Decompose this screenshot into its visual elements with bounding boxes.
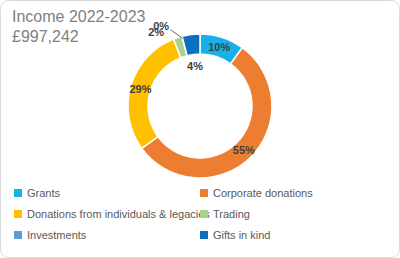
chart-container: Income 2022-2023£997,24210%55%29%2%0%4%G… (0, 0, 400, 258)
legend-swatch (200, 189, 208, 197)
leader-line (170, 30, 182, 39)
legend-swatch (14, 210, 22, 218)
data-label: 0% (153, 20, 169, 32)
chart-subtitle: £997,242 (12, 28, 79, 45)
legend-swatch (14, 231, 22, 239)
legend-swatch (14, 189, 22, 197)
legend-swatch (200, 231, 208, 239)
legend-label: Corporate donations (213, 187, 313, 199)
data-label: 4% (187, 60, 203, 72)
legend-swatch (200, 210, 208, 218)
data-label: 29% (129, 83, 151, 95)
chart-svg: Income 2022-2023£997,24210%55%29%2%0%4%G… (0, 0, 400, 258)
data-label: 55% (233, 144, 255, 156)
donut-slice (128, 39, 181, 148)
slices (128, 34, 272, 178)
legend-label: Gifts in kind (213, 229, 270, 241)
donut-slice (182, 34, 200, 56)
legend-label: Investments (27, 229, 87, 241)
data-labels: 10%55%29%2%0%4% (129, 20, 255, 156)
chart-title: Income 2022-2023 (12, 8, 146, 25)
legend-label: Trading (213, 208, 250, 220)
data-label: 10% (208, 41, 230, 53)
legend-label: Grants (27, 187, 61, 199)
legend-label: Donations from individuals & legacies (27, 208, 210, 220)
card-frame (1, 1, 400, 258)
legend: Grants Corporate donationsDonations from … (14, 187, 313, 241)
